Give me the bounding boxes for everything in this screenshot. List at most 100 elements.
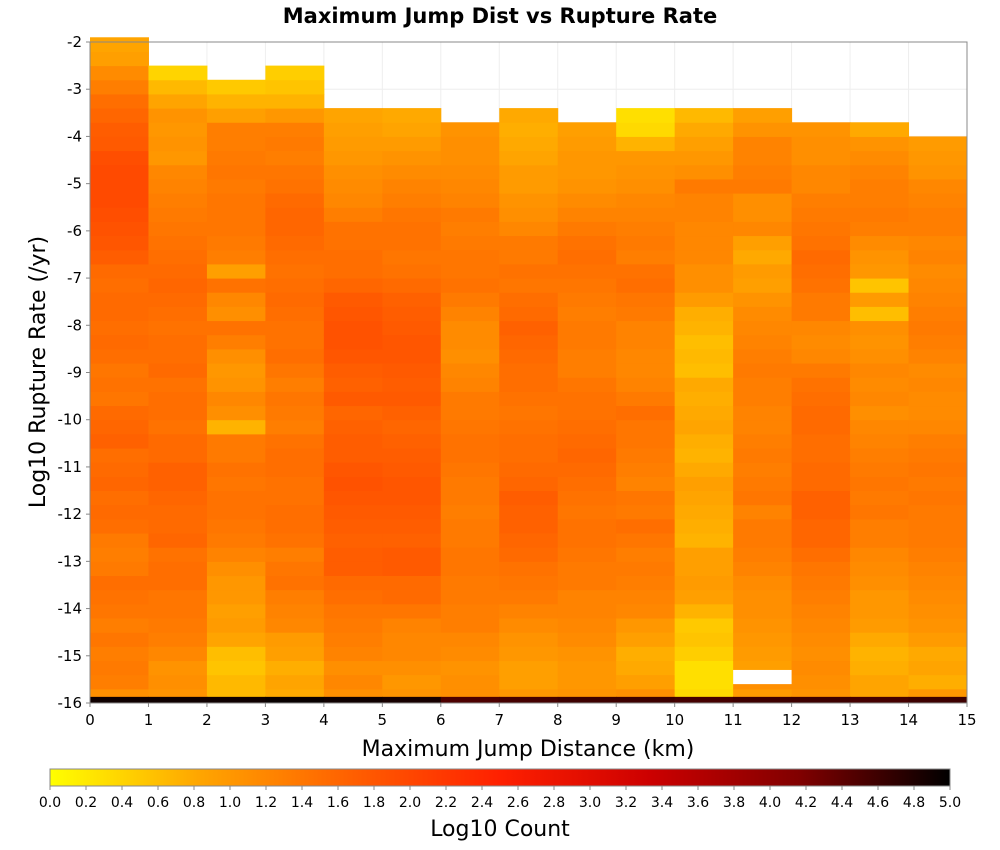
heatmap-cell bbox=[674, 476, 734, 492]
heatmap-cell bbox=[382, 122, 442, 137]
heatmap-cell-bottom bbox=[382, 696, 442, 703]
heatmap-cell bbox=[440, 533, 500, 548]
heatmap-cell-bottom bbox=[499, 696, 559, 703]
heatmap-cell bbox=[206, 164, 266, 180]
heatmap-cell bbox=[557, 476, 617, 492]
heatmap-cell bbox=[616, 476, 676, 492]
heatmap-cell bbox=[206, 122, 266, 137]
heatmap-cell bbox=[557, 419, 617, 435]
heatmap-cell bbox=[382, 405, 442, 421]
heatmap-cell bbox=[791, 660, 851, 676]
heatmap-cell bbox=[382, 660, 442, 676]
heatmap-cell bbox=[206, 575, 266, 591]
heatmap-cell bbox=[557, 646, 617, 662]
heatmap-cell bbox=[733, 561, 793, 577]
heatmap-cell bbox=[674, 405, 734, 421]
heatmap-cell bbox=[440, 122, 500, 137]
heatmap-cell bbox=[90, 476, 149, 492]
heatmap-cell bbox=[382, 419, 442, 435]
heatmap-cell bbox=[499, 320, 559, 336]
x-tick-label: 15 bbox=[957, 711, 976, 729]
heatmap-cell bbox=[850, 164, 910, 180]
heatmap-cell bbox=[90, 136, 149, 152]
heatmap-cell bbox=[557, 150, 617, 166]
heatmap-cell bbox=[908, 433, 968, 449]
x-tick-label: 5 bbox=[378, 711, 388, 729]
heatmap-cell bbox=[382, 108, 442, 123]
heatmap-cell bbox=[733, 363, 793, 378]
colorbar-tick-label: 2.8 bbox=[543, 795, 565, 811]
heatmap-cell bbox=[557, 504, 617, 520]
heatmap-cell bbox=[557, 263, 617, 279]
heatmap-cell bbox=[791, 490, 851, 506]
heatmap-cell bbox=[148, 405, 208, 421]
x-tick-label: 14 bbox=[899, 711, 918, 729]
heatmap-cell bbox=[733, 249, 793, 265]
heatmap-cell bbox=[908, 504, 968, 520]
heatmap-cell bbox=[265, 108, 325, 123]
heatmap-cell bbox=[850, 405, 910, 421]
heatmap-cell bbox=[557, 448, 617, 463]
heatmap-cell bbox=[206, 93, 266, 109]
heatmap-cell bbox=[791, 348, 851, 364]
x-axis-label: Maximum Jump Distance (km) bbox=[362, 737, 695, 762]
heatmap-cell bbox=[90, 93, 149, 109]
heatmap-cell bbox=[206, 646, 266, 662]
x-tick-label: 1 bbox=[144, 711, 154, 729]
heatmap-cell bbox=[440, 348, 500, 364]
x-tick-label: 9 bbox=[611, 711, 621, 729]
heatmap-cell bbox=[90, 65, 149, 81]
heatmap-cell bbox=[557, 405, 617, 421]
heatmap-cell bbox=[733, 108, 793, 123]
heatmap-cell bbox=[265, 164, 325, 180]
heatmap-cell bbox=[206, 632, 266, 647]
x-tick-label: 0 bbox=[85, 711, 95, 729]
heatmap-cell bbox=[616, 448, 676, 463]
heatmap-cell bbox=[908, 249, 968, 265]
y-tick-label: -5 bbox=[67, 175, 82, 193]
heatmap-cell bbox=[733, 235, 793, 251]
heatmap-cell bbox=[499, 448, 559, 463]
colorbar-tick-label: 3.6 bbox=[687, 795, 709, 811]
heatmap-cell bbox=[616, 193, 676, 208]
heatmap-cell bbox=[499, 433, 559, 449]
heatmap-cell bbox=[440, 518, 500, 534]
heatmap-cell bbox=[323, 235, 383, 251]
heatmap-cell bbox=[265, 490, 325, 506]
heatmap-cell bbox=[440, 136, 500, 152]
heatmap-cell bbox=[265, 278, 325, 293]
heatmap-cell bbox=[323, 377, 383, 392]
heatmap-cell bbox=[674, 575, 734, 591]
heatmap-cell-bottom bbox=[850, 696, 910, 703]
heatmap-cell bbox=[616, 249, 676, 265]
heatmap-cell bbox=[323, 561, 383, 577]
heatmap-cell bbox=[382, 334, 442, 350]
heatmap-cell bbox=[265, 547, 325, 562]
heatmap-cell bbox=[616, 306, 676, 322]
heatmap-cell bbox=[382, 462, 442, 477]
heatmap-cell bbox=[440, 618, 500, 633]
heatmap-cell bbox=[733, 334, 793, 350]
heatmap-cell bbox=[206, 448, 266, 463]
heatmap-cell bbox=[382, 391, 442, 407]
heatmap-cell bbox=[323, 646, 383, 662]
heatmap-cell bbox=[791, 462, 851, 477]
heatmap-cell bbox=[90, 646, 149, 662]
heatmap-cell bbox=[674, 391, 734, 407]
heatmap-cell bbox=[323, 419, 383, 435]
heatmap-cell bbox=[440, 164, 500, 180]
heatmap-cell bbox=[440, 589, 500, 605]
heatmap-cell bbox=[206, 108, 266, 123]
heatmap-cell bbox=[90, 235, 149, 251]
heatmap-cell bbox=[323, 221, 383, 237]
heatmap-cell-bottom bbox=[674, 696, 734, 703]
heatmap-cell bbox=[90, 377, 149, 392]
heatmap-cell bbox=[850, 476, 910, 492]
heatmap-cell bbox=[850, 334, 910, 350]
heatmap-cell bbox=[265, 504, 325, 520]
heatmap-cell bbox=[323, 518, 383, 534]
heatmap-cell bbox=[791, 448, 851, 463]
heatmap-cell bbox=[323, 589, 383, 605]
heatmap-cell bbox=[323, 278, 383, 293]
heatmap-cell bbox=[90, 150, 149, 166]
